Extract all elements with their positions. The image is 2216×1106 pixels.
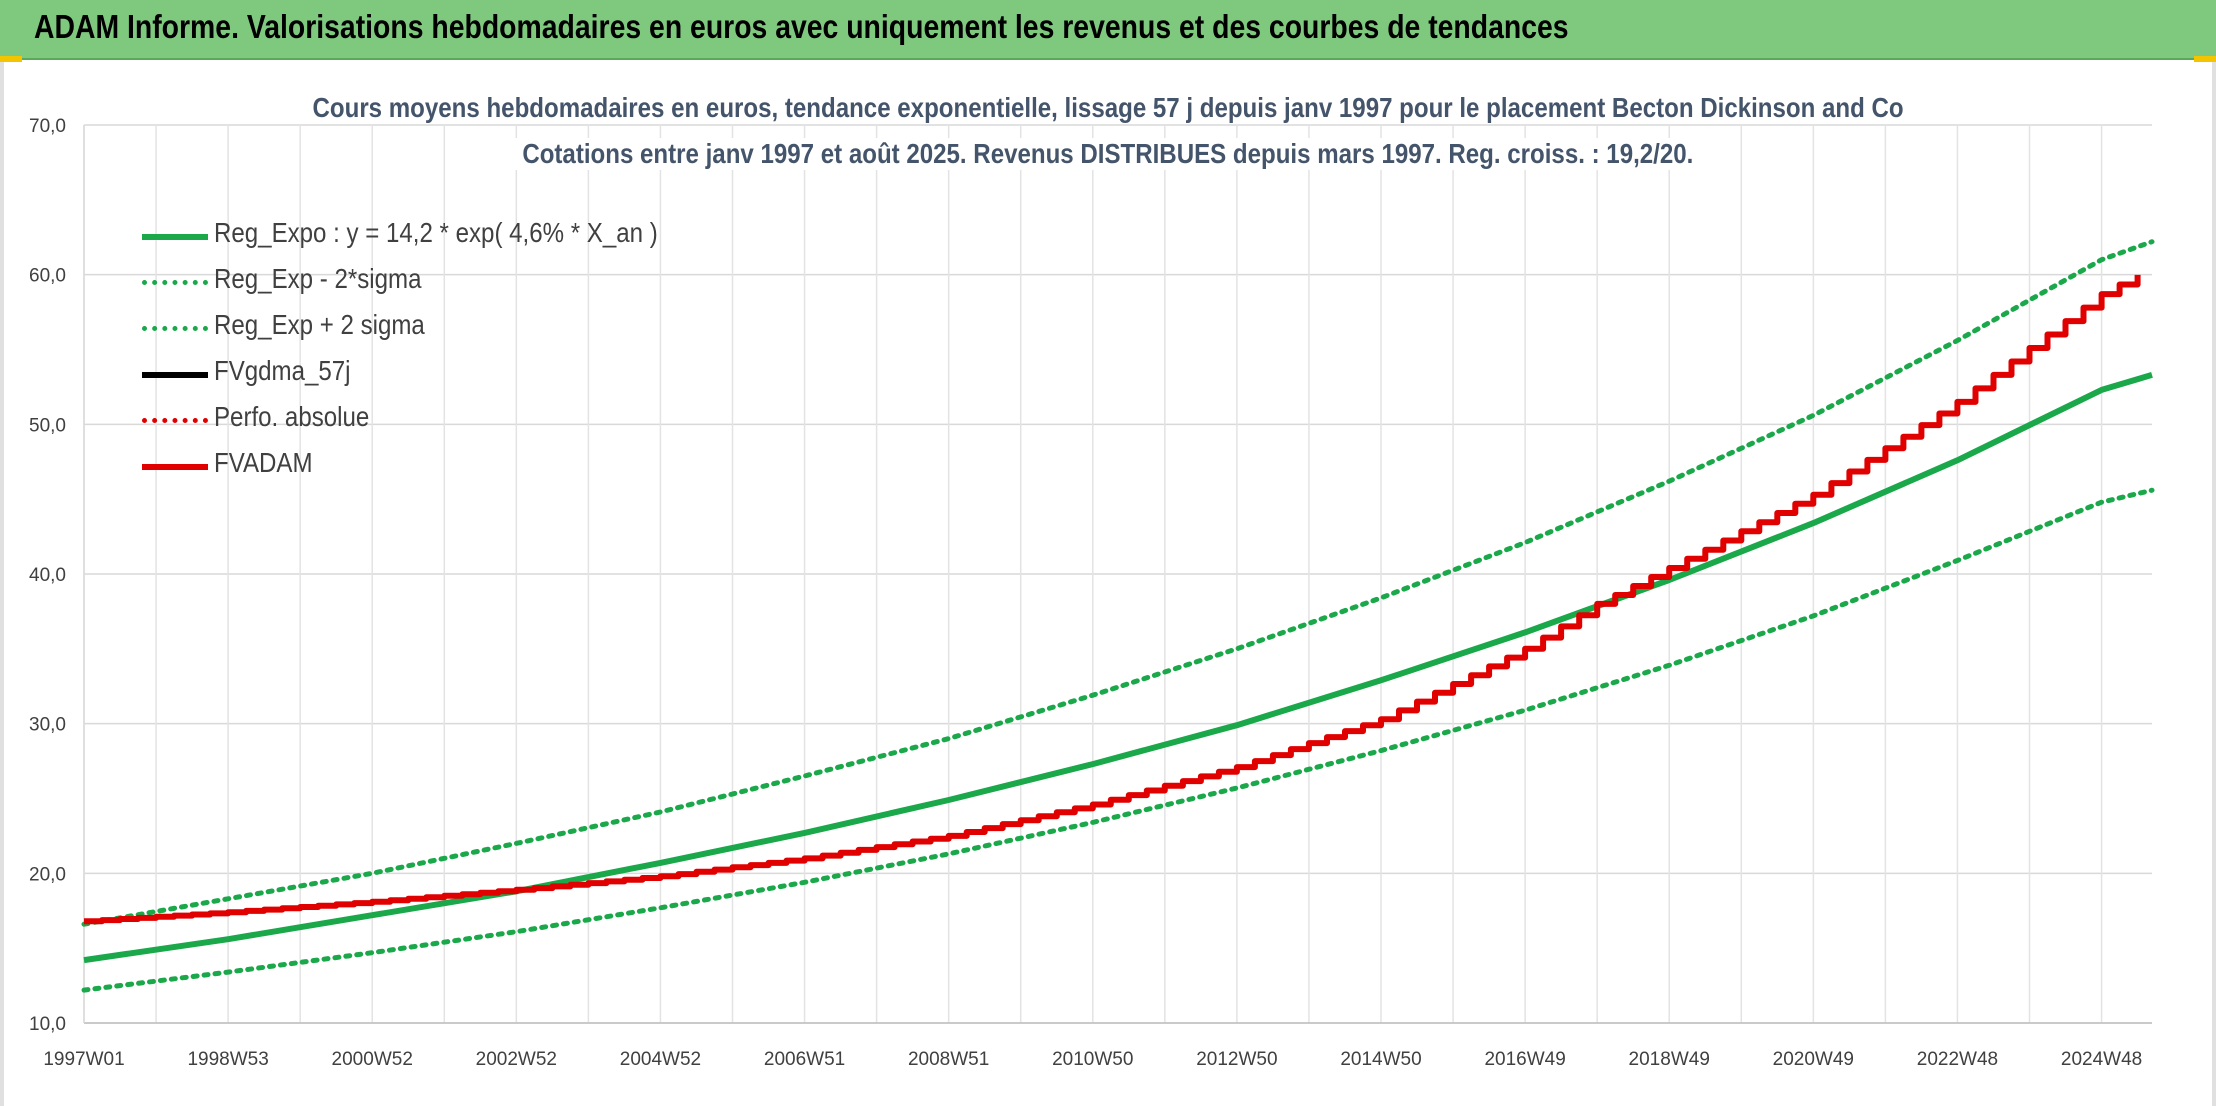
x-tick-label: 2006W51 bbox=[764, 1049, 845, 1070]
header-bar: ADAM Informe. Valorisations hebdomadaire… bbox=[0, 0, 2216, 60]
corner-mark-right bbox=[2194, 56, 2216, 62]
x-tick-label: 2020W49 bbox=[1773, 1049, 1854, 1070]
x-tick-label: 2014W50 bbox=[1340, 1049, 1421, 1070]
x-tick-label: 2004W52 bbox=[620, 1049, 701, 1070]
y-tick-label: 30,0 bbox=[29, 715, 66, 736]
x-tick-label: 2022W48 bbox=[1917, 1049, 1998, 1070]
y-tick-label: 10,0 bbox=[29, 1014, 66, 1035]
legend-label: Reg_Exp + 2 sigma bbox=[214, 309, 425, 340]
y-tick-label: 20,0 bbox=[29, 864, 66, 885]
chart-frame bbox=[0, 62, 2216, 1106]
y-tick-label: 60,0 bbox=[29, 266, 66, 287]
y-tick-label: 40,0 bbox=[29, 565, 66, 586]
legend-swatch bbox=[142, 326, 208, 331]
x-tick-label: 2012W50 bbox=[1196, 1049, 1277, 1070]
x-tick-label: 2018W49 bbox=[1629, 1049, 1710, 1070]
chart-subtitle-wrap: Cotations entre janv 1997 et août 2025. … bbox=[0, 138, 2216, 170]
legend-label: Reg_Exp - 2*sigma bbox=[214, 263, 422, 294]
x-tick-label: 1998W53 bbox=[187, 1049, 268, 1070]
legend-label: Reg_Expo : y = 14,2 * exp( 4,6% * X_an ) bbox=[214, 217, 658, 248]
x-tick-label: 2000W52 bbox=[332, 1049, 413, 1070]
chart-subtitle: Cotations entre janv 1997 et août 2025. … bbox=[515, 138, 1701, 170]
series-line-1 bbox=[81, 487, 2155, 993]
report-title: ADAM Informe. Valorisations hebdomadaire… bbox=[34, 8, 1569, 45]
legend-swatch bbox=[142, 234, 208, 240]
chart-title: Cours moyens hebdomadaires en euros, ten… bbox=[305, 92, 1911, 124]
x-tick-label: 2016W49 bbox=[1484, 1049, 1565, 1070]
x-tick-label: 2010W50 bbox=[1052, 1049, 1133, 1070]
legend-label: FVgdma_57j bbox=[214, 355, 351, 386]
legend-swatch bbox=[142, 372, 208, 378]
x-tick-label: 2024W48 bbox=[2061, 1049, 2142, 1070]
series-line-0 bbox=[83, 372, 2153, 964]
y-tick-label: 70,0 bbox=[29, 116, 66, 137]
legend-swatch bbox=[142, 464, 208, 470]
corner-mark-left bbox=[0, 56, 22, 62]
series-line-2 bbox=[81, 239, 2155, 927]
series-line-5 bbox=[84, 274, 2141, 925]
x-tick-label: 2002W52 bbox=[476, 1049, 557, 1070]
legend-label: FVADAM bbox=[214, 447, 313, 478]
legend-swatch bbox=[142, 418, 208, 423]
chart-title-wrap: Cours moyens hebdomadaires en euros, ten… bbox=[0, 92, 2216, 124]
y-tick-label: 50,0 bbox=[29, 415, 66, 436]
legend-label: Perfo. absolue bbox=[214, 401, 370, 432]
legend-swatch bbox=[142, 280, 208, 285]
x-tick-label: 2008W51 bbox=[908, 1049, 989, 1070]
x-tick-label: 1997W01 bbox=[43, 1049, 124, 1070]
